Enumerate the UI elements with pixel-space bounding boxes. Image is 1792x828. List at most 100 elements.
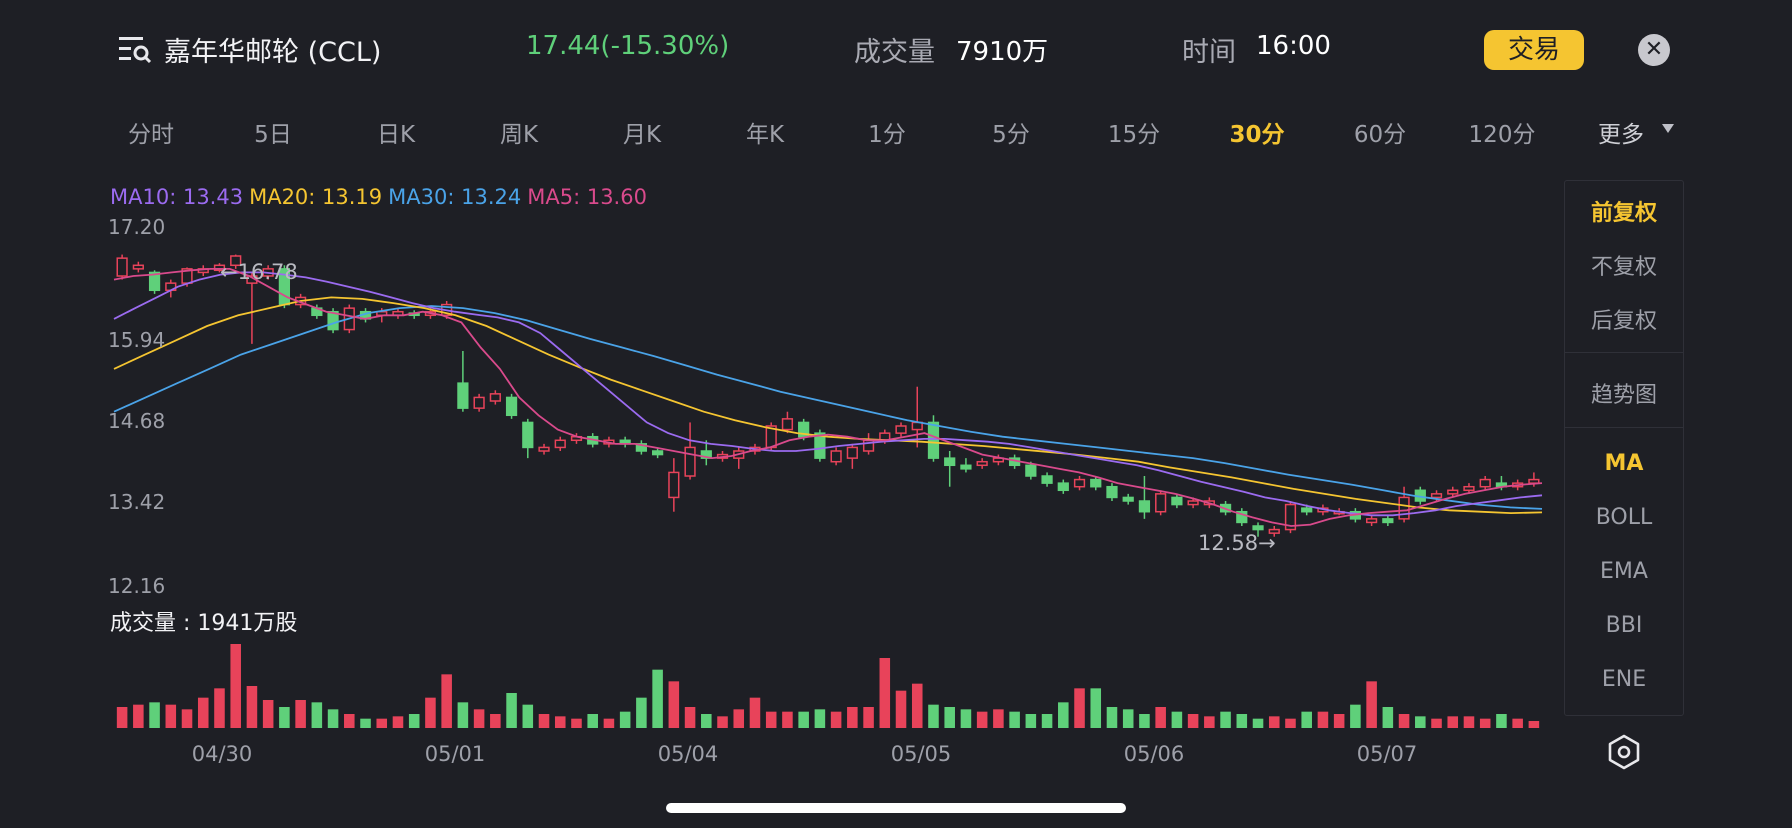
candle-body bbox=[1138, 500, 1151, 513]
time-value: 16:00 bbox=[1256, 31, 1331, 61]
tab-5min[interactable]: 5分 bbox=[992, 122, 1030, 148]
volume-bar bbox=[360, 718, 371, 728]
indicator-ema[interactable]: EMA bbox=[1600, 559, 1648, 584]
indicator-ene[interactable]: ENE bbox=[1601, 667, 1647, 692]
candle-body bbox=[554, 439, 566, 449]
candle-body bbox=[976, 460, 988, 467]
tab-1min[interactable]: 1分 bbox=[868, 122, 906, 148]
candle-body bbox=[457, 382, 469, 409]
adjust-none[interactable]: 不复权 bbox=[1590, 255, 1657, 280]
tab-60min[interactable]: 60分 bbox=[1353, 122, 1407, 148]
indicator-ma[interactable]: MA bbox=[1604, 451, 1644, 476]
candle-body bbox=[1365, 518, 1378, 524]
trade-button[interactable]: 交易 bbox=[1484, 30, 1584, 70]
candle-body bbox=[1106, 485, 1118, 499]
candle-body bbox=[960, 464, 972, 470]
volume-bar bbox=[587, 714, 598, 728]
volume-bar bbox=[1431, 718, 1442, 728]
volume-value: 7910万 bbox=[956, 37, 1049, 67]
candle-body bbox=[944, 457, 956, 467]
volume-bar bbox=[1106, 707, 1118, 728]
chevron-down-icon[interactable] bbox=[1662, 124, 1674, 133]
close-icon[interactable]: ✕ bbox=[1638, 34, 1670, 66]
volume-bar bbox=[116, 707, 128, 728]
volume-bar bbox=[879, 658, 891, 728]
tab-5day[interactable]: 5日 bbox=[254, 122, 292, 148]
volume-bar bbox=[197, 697, 209, 728]
x-tick-label: 04/30 bbox=[191, 742, 253, 766]
home-indicator[interactable] bbox=[666, 803, 1126, 813]
candle-body bbox=[830, 450, 842, 463]
volume-bar bbox=[133, 704, 144, 728]
ma-legend: MA10: 13.43 MA20: 13.19 MA30: 13.24 MA5: 13… bbox=[110, 185, 653, 209]
volume-bar bbox=[1350, 704, 1361, 728]
volume-bar bbox=[863, 707, 874, 728]
settings-hexagon-icon[interactable] bbox=[1606, 734, 1642, 770]
tab-30min[interactable]: 30分 bbox=[1229, 122, 1285, 148]
y-tick-label: 14.68 bbox=[108, 409, 166, 433]
volume-bar bbox=[165, 704, 177, 728]
volume-bar bbox=[1447, 716, 1459, 728]
candle-body bbox=[1268, 528, 1280, 534]
candle-body bbox=[1057, 482, 1069, 492]
candle-body bbox=[1301, 507, 1313, 513]
candle-body bbox=[1041, 475, 1053, 484]
candle-body bbox=[1122, 496, 1134, 502]
ma10-line bbox=[113, 271, 1543, 517]
volume-bar bbox=[830, 711, 842, 728]
volume-bar bbox=[1139, 714, 1150, 728]
x-tick-label: 05/07 bbox=[1356, 742, 1418, 766]
volume-bar bbox=[1155, 707, 1166, 728]
candle-body bbox=[132, 264, 144, 270]
tab-15min[interactable]: 15分 bbox=[1107, 122, 1161, 148]
volume-bar bbox=[571, 718, 582, 728]
adjust-forward[interactable]: 前复权 bbox=[1590, 201, 1657, 226]
x-tick-label: 05/06 bbox=[1123, 742, 1185, 766]
divider bbox=[1565, 352, 1683, 353]
volume-bar bbox=[1382, 707, 1394, 728]
volume-bar bbox=[1366, 681, 1377, 728]
indicator-bbi[interactable]: BBI bbox=[1605, 613, 1643, 638]
candle-body bbox=[1398, 496, 1410, 520]
search-list-icon[interactable] bbox=[118, 34, 152, 64]
volume-bar bbox=[636, 697, 647, 728]
volume-bar bbox=[1285, 718, 1296, 728]
tab-yearly-k[interactable]: 年K bbox=[745, 122, 785, 148]
candle-body bbox=[668, 471, 680, 499]
trend-chart-button[interactable]: 趋势图 bbox=[1590, 383, 1657, 408]
side-panel: 前复权 不复权 后复权 趋势图 MA BOLL EMA BBI ENE bbox=[1564, 180, 1684, 716]
volume-bar bbox=[911, 683, 923, 728]
volume-bar bbox=[506, 693, 517, 728]
volume-bar bbox=[1236, 714, 1248, 728]
volume-bar bbox=[327, 709, 339, 728]
volume-bar bbox=[1512, 718, 1523, 728]
tab-weekly-k[interactable]: 周K bbox=[499, 122, 539, 148]
candle-body bbox=[651, 450, 664, 456]
indicator-boll[interactable]: BOLL bbox=[1595, 505, 1653, 530]
volume-bar bbox=[1317, 711, 1329, 728]
ma30-line bbox=[113, 305, 1543, 510]
candle-body bbox=[635, 443, 648, 452]
volume-bar bbox=[1041, 714, 1053, 728]
candle-body bbox=[798, 421, 810, 438]
volume-bar bbox=[538, 714, 550, 728]
time-label: 时间 bbox=[1182, 37, 1236, 68]
adjust-backward[interactable]: 后复权 bbox=[1590, 309, 1657, 334]
candle-body bbox=[895, 425, 907, 434]
tab-120min[interactable]: 120分 bbox=[1468, 122, 1536, 148]
stock-name[interactable]: 嘉年华邮轮 (CCL) bbox=[164, 37, 382, 68]
y-tick-label: 15.94 bbox=[108, 328, 166, 352]
volume-bar bbox=[603, 718, 615, 728]
volume-bar bbox=[733, 709, 745, 728]
volume-bar bbox=[1090, 688, 1102, 728]
tab-daily-k[interactable]: 日K bbox=[376, 122, 416, 148]
tab-monthly-k[interactable]: 月K bbox=[622, 122, 662, 148]
tab-intraday[interactable]: 分时 bbox=[128, 122, 174, 148]
tab-more[interactable]: 更多 bbox=[1598, 122, 1644, 148]
volume-bar bbox=[181, 709, 193, 728]
legend-ma20: MA20: 13.19 bbox=[249, 185, 383, 209]
volume-bar bbox=[1058, 702, 1069, 728]
candle-body bbox=[1155, 493, 1167, 513]
volume-bar bbox=[1220, 711, 1231, 728]
